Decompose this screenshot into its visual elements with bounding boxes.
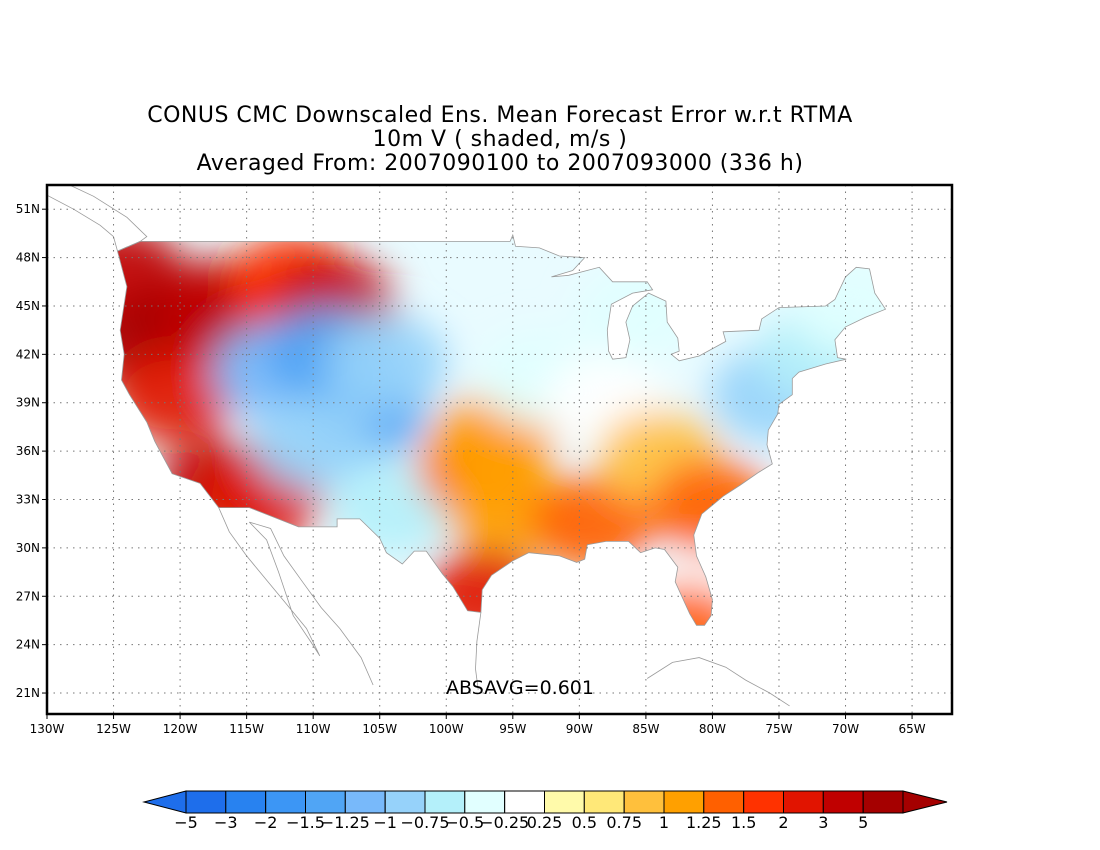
lon-tick-label: 65W — [899, 722, 926, 736]
colorbar-label: −0.5 — [445, 813, 484, 832]
lat-tick-label: 24N — [16, 638, 40, 652]
colorbar-swatch — [464, 790, 506, 814]
colorbar-label: 1 — [659, 813, 669, 832]
lat-tick-label: 48N — [16, 251, 40, 265]
lat-tick-label: 30N — [16, 541, 40, 555]
colorbar-label: −1 — [373, 813, 397, 832]
colorbar-swatch — [424, 790, 466, 814]
colorbar-label: 0.5 — [572, 813, 597, 832]
colorbar-label: −1.5 — [286, 813, 325, 832]
lon-tick-label: 110W — [296, 722, 331, 736]
graticule — [47, 185, 952, 714]
colorbar-swatch — [504, 790, 546, 814]
colorbar-swatch — [185, 790, 227, 814]
map-frame — [45, 183, 954, 716]
colorbar-label: −3 — [214, 813, 238, 832]
colorbar-label: 0.25 — [527, 813, 563, 832]
lat-tick-label: 27N — [16, 589, 40, 603]
colorbar-swatch — [583, 790, 625, 814]
colorbar-label: −5 — [174, 813, 198, 832]
colorbar-label: 0.75 — [606, 813, 642, 832]
lon-tick-label: 120W — [163, 722, 198, 736]
shaded-region — [251, 395, 376, 491]
longitude-ticks: 130W 125W 120W 115W 110W 105W 100W 95W 90W 85W 80W… — [30, 714, 926, 736]
shaded-region — [324, 314, 449, 411]
lat-tick-label: 21N — [16, 686, 40, 700]
lon-tick-label: 105W — [362, 722, 397, 736]
colorbar-swatch — [663, 790, 705, 814]
colorbar-label: 1.25 — [686, 813, 722, 832]
latitude-ticks: 21N 24N 27N 30N 33N 36N 39N 42N 45N 48N 51N — [16, 202, 47, 700]
colorbar-swatch — [384, 790, 426, 814]
colorbar-arrow-high — [902, 790, 948, 814]
colorbar-label: 1.5 — [731, 813, 756, 832]
lon-tick-label: 95W — [499, 722, 526, 736]
lon-tick-label: 75W — [765, 722, 792, 736]
absavg-annotation: ABSAVG=0.601 — [446, 677, 594, 699]
lat-tick-label: 33N — [16, 492, 40, 506]
colorbar: −5 −3 −2 −1.5−1.25 −1 −0.75−0.5−0.250.25 0.5 0.… — [142, 790, 948, 832]
lat-tick-label: 36N — [16, 444, 40, 458]
colorbar-swatch — [822, 790, 864, 814]
mexico-coastline — [218, 507, 374, 686]
colorbar-swatch — [225, 790, 267, 814]
mexico-gulf-coastline — [475, 612, 482, 690]
lon-tick-label: 70W — [832, 722, 859, 736]
lon-tick-label: 130W — [30, 722, 65, 736]
lon-tick-label: 115W — [229, 722, 264, 736]
lon-tick-label: 80W — [699, 722, 726, 736]
colorbar-label: 2 — [778, 813, 788, 832]
colorbar-swatch — [265, 790, 307, 814]
lon-tick-label: 125W — [96, 722, 131, 736]
conus-outline — [117, 233, 887, 626]
colorbar-swatch — [344, 790, 386, 814]
map-title-line3: Averaged From: 2007090100 to 2007093000 … — [196, 151, 804, 176]
colorbar-label: −0.25 — [480, 813, 529, 832]
colorbar-arrow-low — [142, 790, 187, 814]
colorbar-swatch — [703, 790, 745, 814]
lon-tick-label: 100W — [429, 722, 464, 736]
colorbar-swatch — [862, 790, 904, 814]
colorbar-label: −2 — [254, 813, 278, 832]
colorbar-swatch — [544, 790, 585, 814]
colorbar-swatch — [623, 790, 665, 814]
lat-tick-label: 42N — [16, 347, 40, 361]
lon-tick-label: 85W — [632, 722, 659, 736]
lat-tick-label: 39N — [16, 396, 40, 410]
colorbar-label: −1.25 — [321, 813, 370, 832]
map-title-line1: CONUS CMC Downscaled Ens. Mean Forecast … — [147, 103, 853, 128]
colorbar-swatch — [783, 790, 824, 814]
colorbar-label: 3 — [818, 813, 828, 832]
colorbar-label: −0.75 — [400, 813, 449, 832]
colorbar-swatch — [743, 790, 785, 814]
lon-tick-label: 90W — [566, 722, 593, 736]
map-title-line2: 10m V ( shaded, m/s ) — [372, 127, 628, 152]
colorbar-swatch — [305, 790, 346, 814]
lat-tick-label: 45N — [16, 299, 40, 313]
canada-coastline — [47, 185, 148, 252]
lat-tick-label: 51N — [16, 202, 40, 216]
colorbar-label: 5 — [858, 813, 868, 832]
